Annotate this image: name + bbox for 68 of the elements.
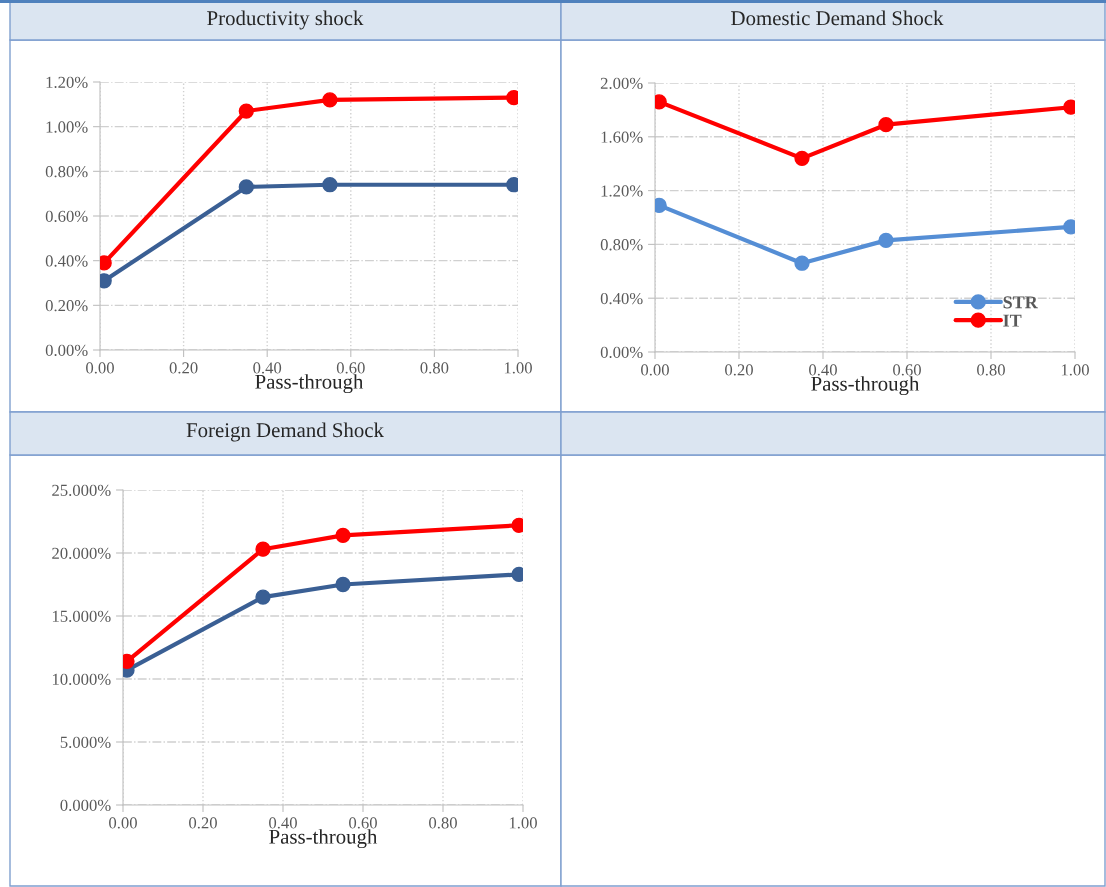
y-tick-label: 0.00% bbox=[45, 344, 88, 357]
x-tick-label: 0.60 bbox=[349, 817, 377, 829]
point bbox=[100, 273, 112, 289]
point bbox=[655, 94, 667, 110]
x-tick-label: 0.40 bbox=[269, 817, 297, 829]
y-tick-label: 1.20% bbox=[601, 185, 643, 197]
y-tick-label: 0.80% bbox=[600, 239, 643, 251]
point bbox=[238, 179, 254, 195]
y-tick-label: 0.000% bbox=[60, 799, 111, 812]
y-tick-label: 1.60% bbox=[601, 131, 643, 143]
point bbox=[794, 150, 810, 166]
x-tick-label: 0.00 bbox=[86, 362, 114, 374]
point bbox=[255, 541, 271, 557]
y-tick-label: 10.000% bbox=[52, 673, 111, 686]
point bbox=[238, 103, 254, 119]
point bbox=[506, 89, 518, 106]
point bbox=[794, 255, 810, 271]
point bbox=[506, 177, 518, 193]
x-tick-label: 0.40 bbox=[253, 362, 282, 374]
x-tick-label: 0.80 bbox=[977, 364, 1005, 376]
point bbox=[255, 589, 271, 605]
x-tick-label: 0.40 bbox=[809, 364, 837, 376]
legend-label: STR bbox=[1003, 296, 1038, 309]
chart-title: Foreign Demand Shock bbox=[186, 422, 384, 442]
y-tick-label: 0.60% bbox=[45, 210, 88, 223]
y-tick-label: 1.20% bbox=[46, 76, 88, 89]
y-tick-label: 0.80% bbox=[45, 166, 88, 178]
y-tick-label: 0.00% bbox=[600, 346, 643, 359]
point bbox=[1063, 99, 1075, 115]
y-tick-label: 0.20% bbox=[45, 300, 88, 312]
chart-title: Domestic Demand Shock bbox=[731, 10, 944, 26]
point bbox=[335, 576, 351, 593]
y-tick-label: 0.40% bbox=[45, 255, 88, 267]
y-tick-label: 0.40% bbox=[600, 292, 643, 305]
y-tick-label: 1.00% bbox=[46, 121, 88, 133]
y-tick-label: 5.000% bbox=[60, 736, 111, 749]
x-tick-label: 1.00 bbox=[509, 817, 537, 829]
x-tick-label: 1.00 bbox=[1061, 364, 1089, 376]
legend-label: IT bbox=[1003, 314, 1022, 327]
x-tick-label: 0.80 bbox=[429, 817, 457, 829]
y-tick-label: 2.00% bbox=[600, 77, 643, 90]
x-tick-label: 0.00 bbox=[109, 817, 137, 829]
y-tick-label: 20.000% bbox=[52, 547, 111, 560]
x-tick-label: 1.00 bbox=[504, 362, 532, 374]
point bbox=[511, 566, 523, 583]
point bbox=[655, 197, 667, 214]
point bbox=[335, 527, 351, 543]
y-tick-label: 25.000% bbox=[52, 484, 111, 497]
x-axis-title: Pass-through bbox=[811, 376, 920, 396]
chart-title: Productivity shock bbox=[207, 10, 364, 30]
x-tick-label: 0.60 bbox=[336, 362, 365, 374]
x-tick-label: 0.80 bbox=[420, 362, 449, 374]
x-tick-label: 0.00 bbox=[641, 364, 669, 376]
x-axis-title: Pass-through bbox=[269, 829, 378, 849]
point bbox=[878, 232, 894, 249]
point bbox=[511, 517, 523, 533]
x-axis-title: Pass-through bbox=[255, 374, 364, 394]
x-tick-label: 0.60 bbox=[893, 364, 921, 376]
point bbox=[100, 255, 112, 271]
point bbox=[322, 92, 338, 108]
point bbox=[123, 653, 135, 669]
point bbox=[322, 177, 338, 193]
x-tick-label: 0.20 bbox=[725, 364, 753, 376]
x-tick-label: 0.20 bbox=[189, 817, 217, 829]
y-tick-label: 15.000% bbox=[52, 610, 111, 623]
point bbox=[1063, 219, 1075, 235]
point bbox=[878, 117, 894, 133]
x-tick-label: 0.20 bbox=[169, 362, 198, 374]
